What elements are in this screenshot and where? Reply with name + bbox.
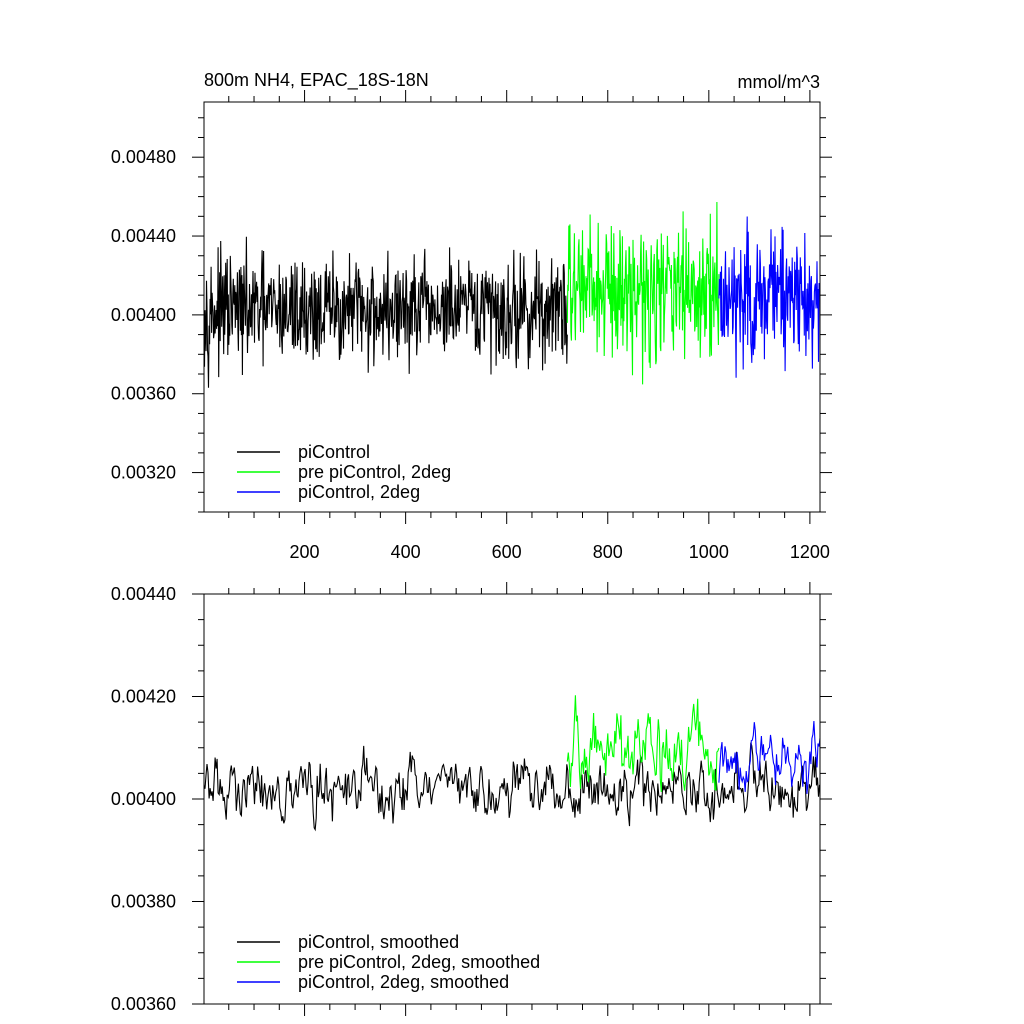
y-tick-label: 0.00360 xyxy=(111,994,176,1014)
legend-label: piControl, 2deg, smoothed xyxy=(298,972,509,992)
legend-label: pre piControl, 2deg, smoothed xyxy=(298,952,540,972)
y-tick-label: 0.00320 xyxy=(111,463,176,483)
bottom-panel: 0.00360 0.00380 0.00400 0.00420 0.00440 piCon… xyxy=(111,582,832,1016)
series-line-pre-picontrol-2deg-smoothed xyxy=(566,695,720,793)
y-tick-label: 0.00400 xyxy=(111,789,176,809)
x-tick-label: 600 xyxy=(492,542,522,562)
x-tick-label: 800 xyxy=(593,542,623,562)
top-panel: 800m NH4, EPAC_18S-18N mmol/m^3 200 400 60… xyxy=(111,70,832,562)
y-tick-label: 0.00400 xyxy=(111,305,176,325)
x-tick-label: 1200 xyxy=(790,542,830,562)
x-tick-label: 400 xyxy=(391,542,421,562)
series-line-picontrol xyxy=(203,236,568,388)
y-tick-label: 0.00420 xyxy=(111,687,176,707)
legend-label: piControl, 2deg xyxy=(298,482,420,502)
y-tick-label: 0.00380 xyxy=(111,892,176,912)
chart-title: 800m NH4, EPAC_18S-18N xyxy=(204,70,429,91)
x-tick-label: 1000 xyxy=(689,542,729,562)
x-tick-label: 200 xyxy=(290,542,320,562)
units-label: mmol/m^3 xyxy=(738,72,820,92)
legend-label: piControl xyxy=(298,442,370,462)
legend-label: pre piControl, 2deg xyxy=(298,462,451,482)
y-tick-label: 0.00360 xyxy=(111,384,176,404)
y-tick-label: 0.00440 xyxy=(111,584,176,604)
series-line-picontrol-2deg-smoothed xyxy=(718,720,821,794)
y-tick-label: 0.00480 xyxy=(111,147,176,167)
plot-frame xyxy=(203,101,821,513)
series-line-picontrol-2deg xyxy=(718,216,821,378)
legend-label: piControl, smoothed xyxy=(298,932,459,952)
plot-frame xyxy=(203,593,821,1005)
series-line-pre-picontrol-2deg xyxy=(566,201,720,385)
series-line-picontrol-smoothed xyxy=(203,742,821,832)
y-tick-label: 0.00440 xyxy=(111,226,176,246)
